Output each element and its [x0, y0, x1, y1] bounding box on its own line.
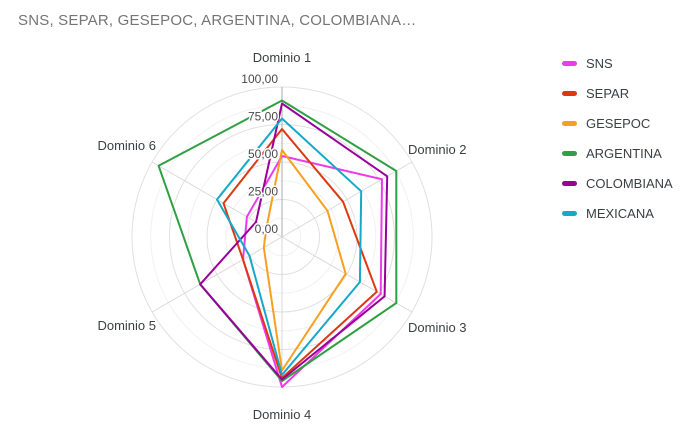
legend-item-separ[interactable]: SEPAR — [562, 78, 673, 108]
legend-swatch-icon — [562, 180, 577, 186]
axis-label-dominio-2: Dominio 2 — [408, 142, 467, 157]
series-line-SEPAR[interactable] — [222, 128, 378, 379]
axis-label-dominio-6: Dominio 6 — [97, 138, 156, 153]
tick-label-25: 25,00 — [248, 185, 278, 199]
legend-item-mexicana[interactable]: MEXICANA — [562, 198, 673, 228]
legend-label: GESEPOC — [586, 115, 651, 131]
legend-label: SEPAR — [586, 85, 630, 101]
series-line-COLOMBIANA[interactable] — [199, 102, 389, 381]
legend-item-gesepoc[interactable]: GESEPOC — [562, 108, 673, 138]
axis-label-dominio-1: Dominio 1 — [253, 50, 312, 65]
legend-label: ARGENTINA — [586, 145, 662, 161]
legend-item-argentina[interactable]: ARGENTINA — [562, 138, 673, 168]
series-line-GESEPOC[interactable] — [262, 149, 347, 372]
legend-label: COLOMBIANA — [586, 175, 673, 191]
tick-label-100: 100,00 — [241, 72, 278, 86]
legend-swatch-icon — [562, 120, 577, 126]
axis-label-dominio-5: Dominio 5 — [97, 318, 156, 333]
legend-label: SNS — [586, 55, 613, 71]
tick-label-75: 75,00 — [248, 110, 278, 124]
legend: SNS SEPAR GESEPOC ARGENTINA COLOMBIANA MEXICA… — [562, 48, 673, 228]
chart-title: SNS, SEPAR, GESEPOC, ARGENTINA, COLOMBIA… — [18, 12, 417, 29]
series-line-MEXICANA[interactable] — [216, 117, 363, 376]
legend-swatch-icon — [562, 210, 577, 216]
axis-spoke-5 — [151, 236, 283, 313]
tick-label-0: 0,00 — [255, 222, 279, 236]
legend-swatch-icon — [562, 150, 577, 156]
tick-label-50: 50,00 — [248, 147, 278, 161]
series-line-ARGENTINA[interactable] — [157, 99, 398, 382]
legend-item-colombiana[interactable]: COLOMBIANA — [562, 168, 673, 198]
legend-label: MEXICANA — [586, 205, 654, 221]
legend-swatch-icon — [562, 90, 577, 96]
axis-label-dominio-4: Dominio 4 — [253, 407, 312, 422]
axis-spoke-3 — [281, 236, 413, 313]
legend-swatch-icon — [562, 60, 577, 66]
legend-item-sns[interactable]: SNS — [562, 48, 673, 78]
axis-label-dominio-3: Dominio 3 — [408, 320, 467, 335]
series-line-SNS[interactable] — [242, 155, 383, 388]
axis-spoke-2 — [281, 161, 413, 238]
